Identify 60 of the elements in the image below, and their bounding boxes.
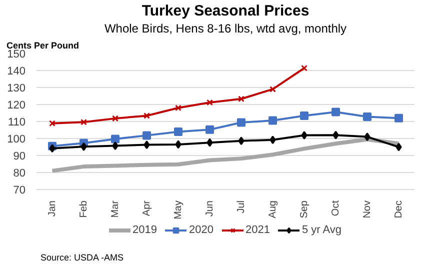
x-tick-label: Feb: [78, 200, 90, 218]
y-tick-label: 110: [8, 116, 26, 128]
point: [112, 142, 118, 150]
point: [396, 142, 402, 152]
point: [49, 144, 56, 153]
legend-label: 2019: [132, 224, 157, 236]
point: [238, 136, 244, 146]
point: [174, 127, 182, 136]
y-tick-label: 130: [7, 82, 26, 94]
point: [237, 118, 246, 127]
x-tick-label: Jun: [204, 200, 216, 217]
chart-title: Turkey Seasonal Prices: [142, 2, 310, 20]
point: [394, 114, 403, 122]
x-tick-label: Apr: [141, 200, 152, 216]
point: [364, 132, 370, 142]
x-tick-label: Dec: [393, 200, 404, 218]
x-tick-label: Nov: [362, 200, 373, 218]
y-tick-label: 100: [7, 134, 26, 146]
y-tick-label: 70: [13, 184, 26, 196]
y-tick-label: 80: [13, 168, 26, 180]
point: [144, 112, 150, 119]
x-tick-label: May: [172, 200, 184, 220]
point: [300, 111, 308, 120]
point: [363, 112, 372, 121]
legend-label: 2020: [188, 224, 214, 236]
y-tick-label: 150: [7, 48, 26, 60]
point: [268, 116, 277, 125]
x-tick-label: Sep: [298, 200, 310, 218]
x-tick-label: Aug: [267, 200, 278, 218]
x-tick-label: Jan: [46, 200, 58, 217]
point: [111, 134, 120, 144]
y-tick-label: 90: [13, 150, 26, 162]
point: [80, 142, 87, 151]
point: [206, 125, 214, 134]
point: [301, 131, 308, 140]
x-tick-label: Oct: [330, 200, 342, 216]
chart-subtitle: Whole Birds, Hens 8-16 lbs, wtd avg, monthly: [104, 22, 347, 36]
legend-label: 5 yr Avg: [302, 224, 342, 236]
y-tick-label: 120: [7, 100, 26, 112]
point: [270, 136, 276, 144]
point: [175, 104, 182, 112]
legend-label: 2021: [245, 224, 270, 236]
point: [112, 115, 118, 122]
point: [301, 64, 308, 72]
source-note: Source: USDA -AMS: [40, 252, 124, 262]
point: [206, 99, 213, 106]
y-tick-label: 140: [7, 66, 26, 78]
point: [206, 138, 213, 147]
point: [80, 118, 87, 126]
x-tick-label: Mar: [110, 200, 121, 218]
point: [332, 108, 340, 116]
point: [142, 131, 151, 140]
point: [144, 140, 150, 150]
point: [270, 86, 276, 92]
point: [332, 130, 339, 140]
point: [175, 140, 182, 149]
y-axis-title: Cents Per Pound: [6, 40, 80, 50]
point: [49, 120, 56, 127]
point: [238, 96, 244, 102]
x-tick-label: Jul: [236, 200, 247, 214]
